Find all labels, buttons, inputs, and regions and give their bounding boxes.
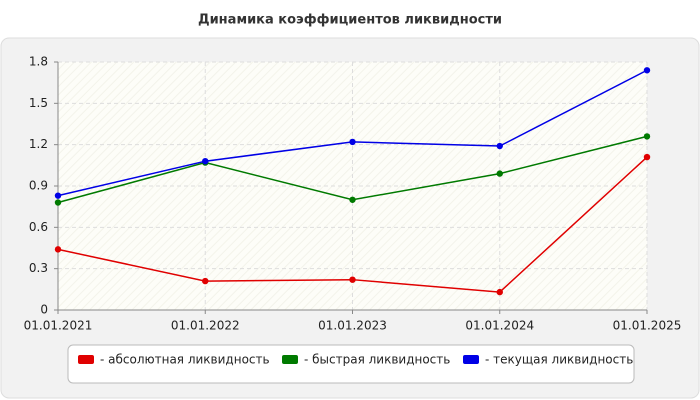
legend-label: - быстрая ликвидность	[304, 353, 450, 367]
data-point	[202, 277, 209, 285]
data-point	[349, 196, 356, 203]
legend	[67, 344, 635, 384]
data-point	[54, 246, 62, 253]
y-tick-label: 0	[40, 303, 48, 317]
legend-swatch	[282, 355, 298, 364]
y-tick-label: 0.6	[29, 220, 48, 234]
data-point	[643, 153, 651, 161]
y-tick-label: 1.5	[29, 96, 48, 110]
chart-title: Динамика коэффициентов ликвидности	[198, 13, 502, 28]
legend-swatch	[463, 355, 479, 364]
y-tick-label: 1.2	[29, 137, 48, 151]
data-point	[496, 288, 503, 296]
data-point	[496, 142, 503, 150]
data-point	[643, 67, 651, 74]
x-tick-label: 01.01.2024	[465, 319, 534, 333]
data-point	[349, 276, 356, 283]
data-point	[202, 158, 209, 165]
data-point	[349, 138, 356, 146]
y-tick-label: 1.8	[29, 55, 48, 69]
legend-swatch	[78, 355, 94, 364]
data-point	[496, 170, 503, 177]
y-tick-label: 0.9	[29, 179, 48, 193]
legend-label: - абсолютная ликвидность	[100, 353, 270, 367]
x-tick-label: 01.01.2025	[613, 319, 682, 333]
y-tick-label: 0.3	[29, 261, 48, 275]
x-tick-label: 01.01.2021	[24, 319, 93, 333]
x-tick-label: 01.01.2023	[318, 319, 387, 333]
data-point	[643, 133, 651, 140]
x-tick-label: 01.01.2022	[171, 319, 240, 333]
data-point	[54, 199, 62, 206]
legend-label: - текущая ликвидность	[485, 353, 633, 367]
data-point	[54, 192, 62, 199]
